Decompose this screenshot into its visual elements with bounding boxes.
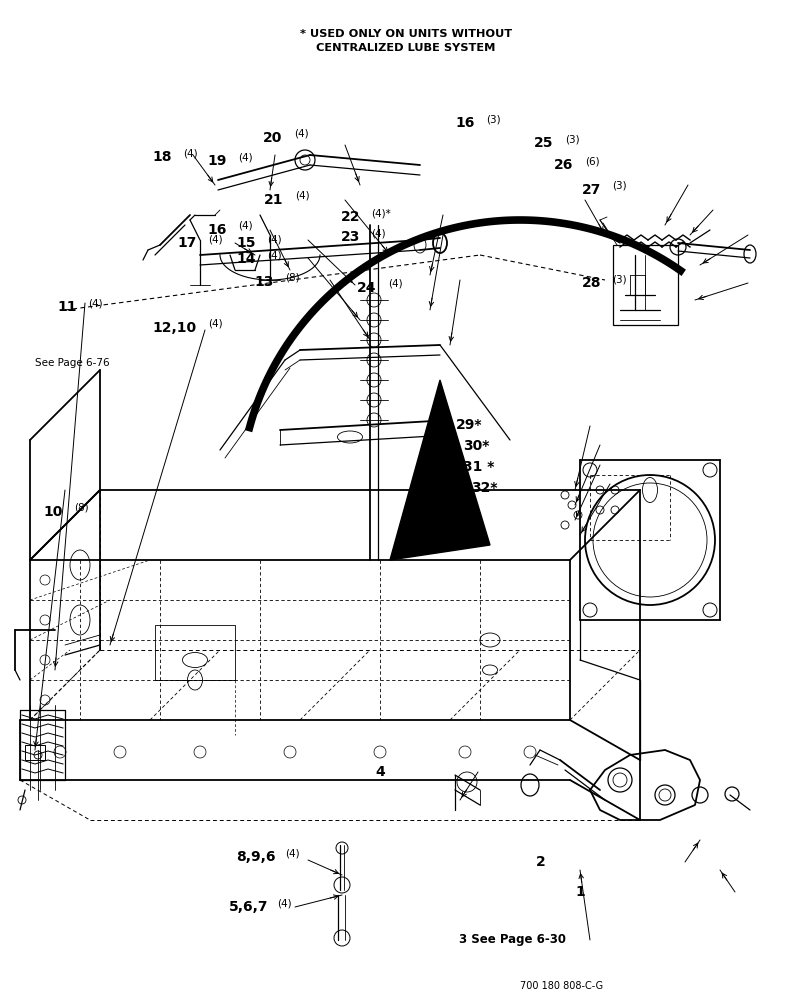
- Text: (8): (8): [285, 273, 300, 283]
- Text: 25: 25: [534, 136, 554, 150]
- Text: 11: 11: [58, 300, 77, 314]
- Text: (4): (4): [295, 191, 310, 201]
- Text: 22: 22: [340, 210, 360, 224]
- Text: 30*: 30*: [463, 439, 489, 453]
- Text: (3): (3): [486, 114, 501, 124]
- Text: 4: 4: [375, 765, 385, 779]
- Text: (3): (3): [612, 181, 627, 191]
- Text: 27: 27: [582, 183, 601, 197]
- Text: (4): (4): [88, 298, 103, 308]
- Text: (4): (4): [267, 234, 282, 244]
- Text: * USED ONLY ON UNITS WITHOUT: * USED ONLY ON UNITS WITHOUT: [299, 29, 512, 39]
- Text: (4): (4): [208, 234, 223, 244]
- Bar: [25, 745, 45, 760]
- Bar: [155, 625, 235, 680]
- Text: (8): (8): [74, 503, 89, 513]
- Text: CENTRALIZED LUBE SYSTEM: CENTRALIZED LUBE SYSTEM: [316, 43, 496, 53]
- Text: 29*: 29*: [455, 418, 482, 432]
- Text: 5,6,7: 5,6,7: [229, 900, 268, 914]
- Text: 16: 16: [455, 116, 475, 130]
- Text: 23: 23: [340, 230, 360, 244]
- Text: (4): (4): [388, 279, 403, 289]
- Bar: [613, 245, 678, 325]
- Text: 1: 1: [575, 885, 585, 899]
- Text: 16: 16: [207, 223, 227, 237]
- Text: 3 See Page 6-30: 3 See Page 6-30: [459, 934, 567, 946]
- Text: 28: 28: [582, 276, 601, 290]
- Text: (3): (3): [565, 134, 580, 144]
- Text: (4): (4): [183, 148, 198, 158]
- Text: 24: 24: [357, 281, 377, 295]
- Text: (6): (6): [585, 156, 600, 166]
- Text: 17: 17: [177, 236, 197, 250]
- Text: (4): (4): [371, 228, 386, 238]
- Text: 26: 26: [554, 158, 574, 172]
- Text: (4)*: (4)*: [371, 208, 391, 218]
- Text: 8,9,6: 8,9,6: [236, 850, 276, 864]
- Text: (4): (4): [267, 250, 282, 260]
- Text: 31 *: 31 *: [463, 460, 495, 474]
- Text: 18: 18: [152, 150, 172, 164]
- Text: 15: 15: [236, 236, 256, 250]
- Text: (4): (4): [238, 152, 253, 162]
- Text: 21: 21: [264, 193, 284, 207]
- Text: 13: 13: [255, 275, 274, 289]
- Text: See Page 6-76: See Page 6-76: [35, 358, 110, 368]
- Text: (3): (3): [612, 274, 627, 284]
- Text: 700 180 808-C-G: 700 180 808-C-G: [520, 981, 603, 991]
- Text: (4): (4): [285, 848, 300, 858]
- Text: (4): (4): [238, 221, 253, 231]
- Text: 10: 10: [43, 505, 63, 519]
- Text: 32*: 32*: [471, 481, 498, 495]
- Text: 19: 19: [207, 154, 227, 168]
- Text: (4): (4): [277, 898, 292, 908]
- Text: 12,10: 12,10: [152, 321, 196, 335]
- Text: 20: 20: [263, 131, 283, 145]
- Polygon shape: [390, 380, 490, 560]
- Text: 2: 2: [536, 855, 545, 869]
- Text: (4): (4): [208, 319, 223, 329]
- Text: 14: 14: [236, 252, 256, 266]
- Text: (4): (4): [294, 129, 309, 139]
